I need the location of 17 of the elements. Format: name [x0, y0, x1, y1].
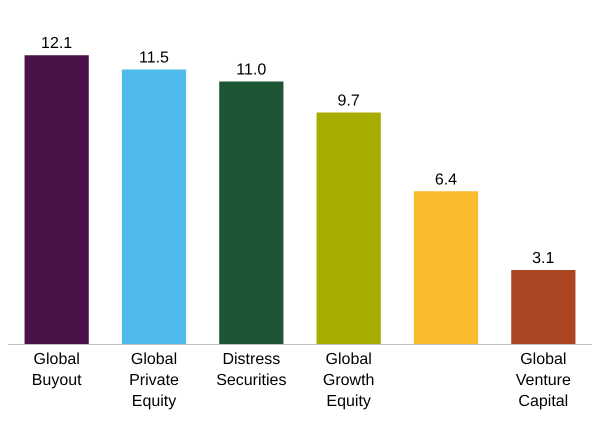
x-tick-label: Global Private Equity [129, 351, 179, 410]
data-label: 6.4 [434, 171, 458, 188]
bar [219, 81, 284, 344]
data-label: 3.1 [532, 250, 554, 268]
x-tick-label: Global Buyout [32, 351, 82, 389]
bar [414, 191, 478, 344]
x-tick-label: Distress Securities [216, 351, 286, 389]
data-label: 11.5 [138, 50, 170, 67]
data-label: 12.1 [41, 35, 72, 52]
bar [122, 70, 186, 344]
bar [24, 55, 89, 344]
x-tick-label: Global Venture Capital [516, 351, 572, 410]
data-label: 11.0 [236, 61, 266, 78]
bar [316, 112, 381, 344]
data-label: 9.7 [338, 92, 360, 110]
x-tick-label: Global Growth Equity [322, 351, 374, 410]
bar [511, 270, 576, 344]
